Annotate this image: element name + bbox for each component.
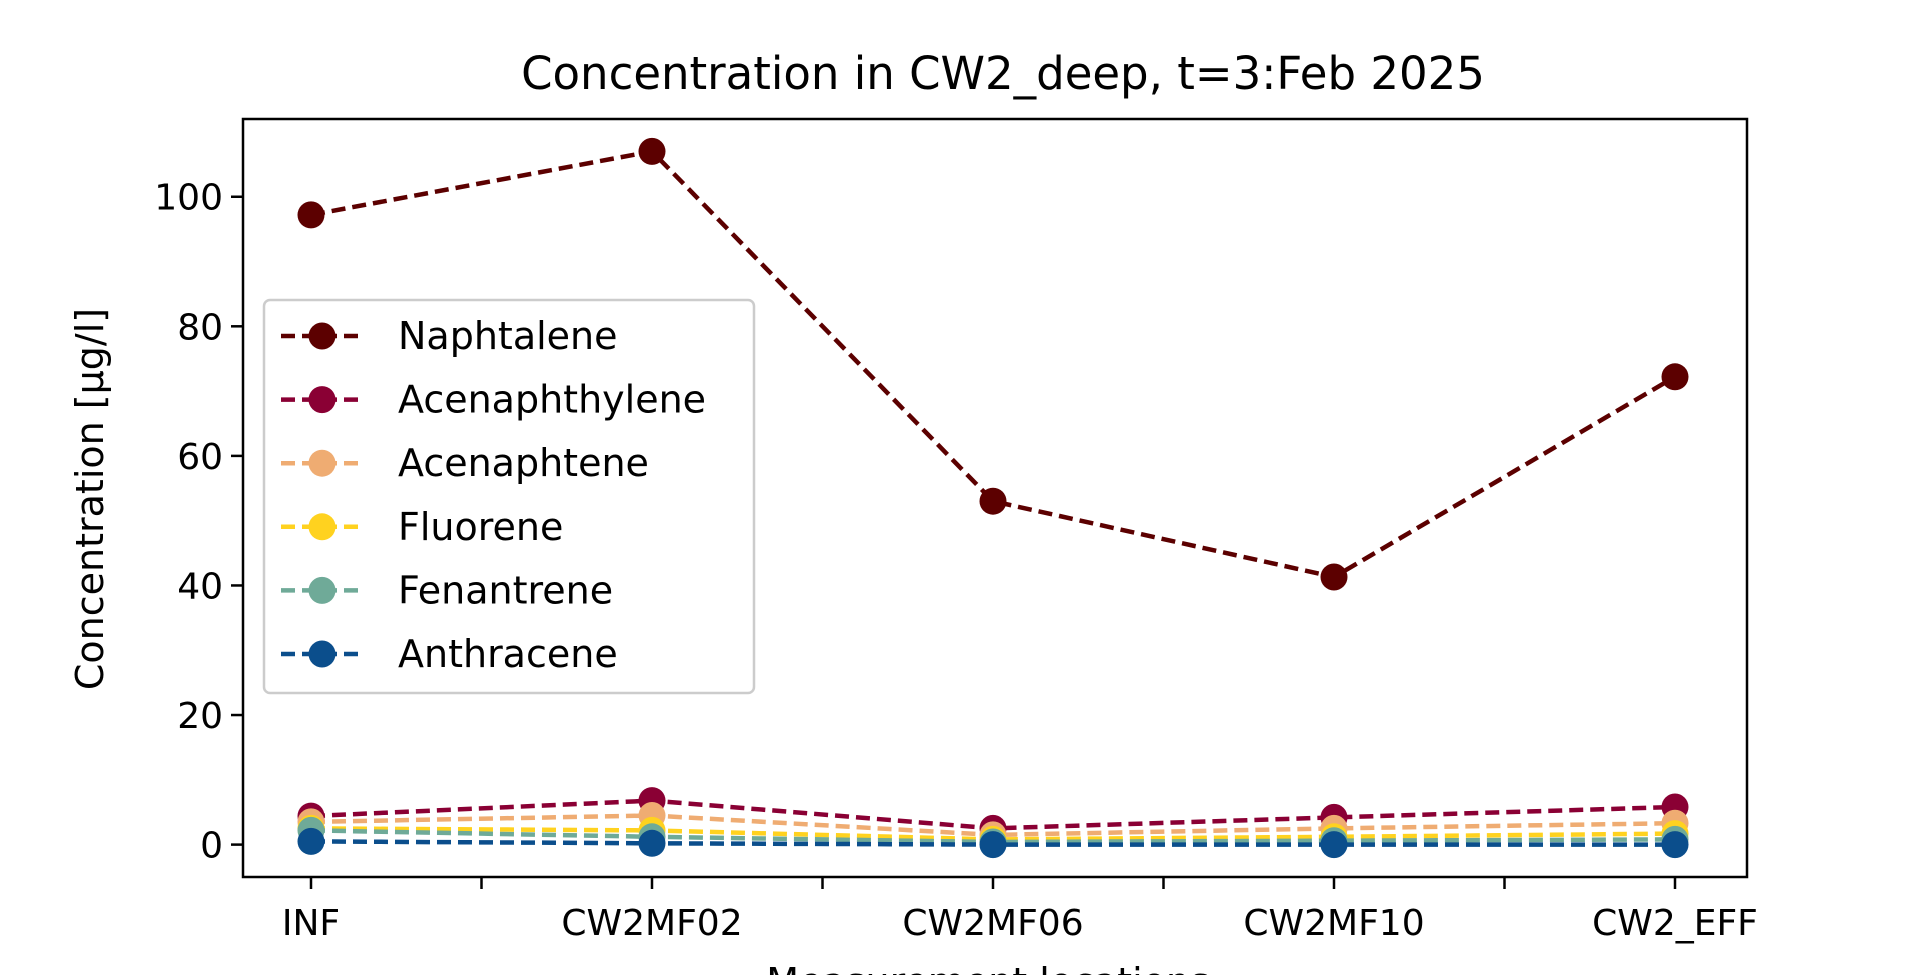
data-point bbox=[1661, 831, 1689, 859]
legend-marker bbox=[308, 513, 336, 541]
data-point bbox=[1320, 563, 1348, 591]
data-point bbox=[297, 827, 325, 855]
data-point bbox=[638, 829, 666, 857]
axes: 0 20 40 60 80 100 INF CW2MF02 CW2MF06 CW2MF10 CW2_… bbox=[154, 117, 1758, 944]
legend-marker bbox=[308, 640, 336, 668]
y-tick-label: 0 bbox=[200, 826, 223, 867]
data-point bbox=[979, 487, 1007, 515]
data-point bbox=[1661, 363, 1689, 391]
series-anthracene bbox=[297, 827, 1689, 859]
legend-item: Fluorene bbox=[281, 505, 563, 549]
legend-label: Acenaphtene bbox=[398, 441, 649, 485]
y-axis-label: Concentration [µg/l] bbox=[68, 308, 112, 690]
legend-box bbox=[262, 298, 756, 695]
y-tick-label: 60 bbox=[177, 437, 223, 478]
x-axis-label: Measurement locations bbox=[766, 960, 1210, 975]
legend-marker bbox=[308, 449, 336, 477]
legend: Naphtalene Acenaphthylene Acenaphtene Fluor… bbox=[262, 298, 756, 695]
legend-marker bbox=[308, 576, 336, 604]
series-naphtalene bbox=[297, 137, 1689, 591]
x-tick-label: CW2MF06 bbox=[902, 903, 1083, 944]
legend-label: Fluorene bbox=[398, 505, 563, 549]
legend-item: Fenantrene bbox=[281, 568, 613, 612]
y-tick-label: 100 bbox=[154, 178, 223, 219]
x-tick-label: CW2MF02 bbox=[561, 903, 742, 944]
x-tick-label: INF bbox=[282, 903, 340, 944]
data-point bbox=[638, 137, 666, 165]
legend-item: Naphtalene bbox=[281, 314, 618, 358]
plot-area bbox=[297, 137, 1689, 859]
legend-label: Naphtalene bbox=[398, 314, 618, 358]
series-line bbox=[310, 148, 1677, 580]
data-point bbox=[1320, 831, 1348, 859]
y-tick-label: 80 bbox=[177, 307, 223, 348]
legend-label: Fenantrene bbox=[398, 568, 613, 612]
plot-frame bbox=[241, 117, 1749, 879]
x-tick-label: CW2_EFF bbox=[1592, 903, 1758, 944]
y-tick-label: 20 bbox=[177, 696, 223, 737]
chart-title: Concentration in CW2_deep, t=3:Feb 2025 bbox=[521, 47, 1485, 100]
y-tick-label: 40 bbox=[177, 566, 223, 607]
legend-item: Acenaphtene bbox=[281, 441, 649, 485]
legend-label: Acenaphthylene bbox=[398, 378, 706, 422]
data-point bbox=[979, 831, 1007, 859]
x-tick-label: CW2MF10 bbox=[1243, 903, 1424, 944]
legend-item: Acenaphthylene bbox=[281, 378, 706, 422]
data-point bbox=[297, 201, 325, 229]
legend-item: Anthracene bbox=[281, 632, 618, 676]
legend-marker bbox=[308, 386, 336, 414]
legend-label: Anthracene bbox=[398, 632, 618, 676]
legend-marker bbox=[308, 322, 336, 350]
